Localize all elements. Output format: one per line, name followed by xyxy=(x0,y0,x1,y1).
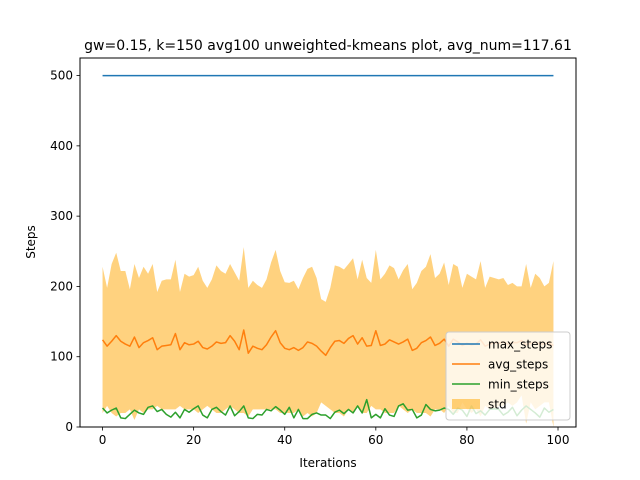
y-tick-label: 300 xyxy=(50,209,73,223)
plot-area: 0 20 40 60 80 100 0 100 200 300 400 500 xyxy=(50,57,577,447)
x-tick-label: 40 xyxy=(277,433,292,447)
legend-label: std xyxy=(488,398,507,412)
legend-label: min_steps xyxy=(488,378,549,392)
y-axis-ticks: 0 100 200 300 400 500 xyxy=(50,69,80,434)
x-axis-ticks: 0 20 40 60 80 100 xyxy=(99,427,570,447)
legend-label: avg_steps xyxy=(488,358,548,372)
y-tick-label: 100 xyxy=(50,350,73,364)
std-legend-swatch xyxy=(452,399,480,409)
std-band-layer xyxy=(102,247,554,427)
std-band xyxy=(102,247,554,427)
legend-label: max_steps xyxy=(488,338,552,352)
y-tick-label: 500 xyxy=(50,69,73,83)
y-tick-label: 400 xyxy=(50,139,73,153)
chart-title: gw=0.15, k=150 avg100 unweighted-kmeans … xyxy=(84,38,572,54)
x-tick-label: 100 xyxy=(547,433,570,447)
axes-frame xyxy=(79,57,577,428)
x-tick-label: 20 xyxy=(186,433,201,447)
x-tick-label: 0 xyxy=(99,433,107,447)
y-axis-label: Steps xyxy=(24,225,38,259)
x-tick-label: 80 xyxy=(459,433,474,447)
y-tick-label: 200 xyxy=(50,279,73,293)
y-tick-label: 0 xyxy=(65,420,73,434)
x-tick-label: 60 xyxy=(368,433,383,447)
legend-frame xyxy=(445,331,571,421)
x-axis-label: Iterations xyxy=(299,456,356,470)
